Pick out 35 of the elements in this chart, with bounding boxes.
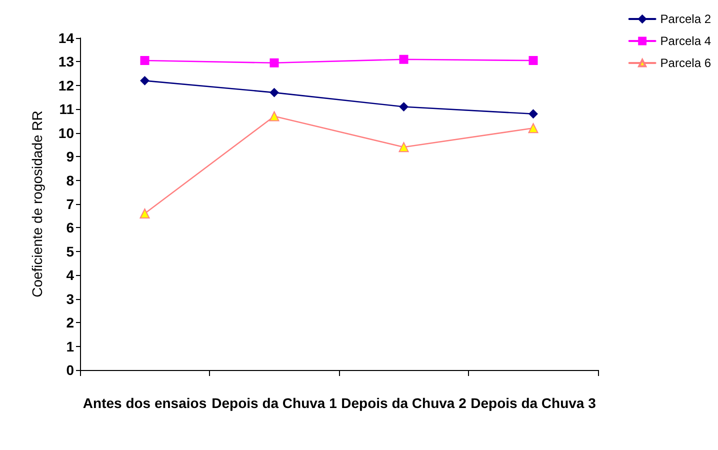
y-tick-label: 7	[66, 196, 74, 212]
point	[399, 54, 408, 64]
point	[528, 123, 538, 134]
y-tick-label: 8	[66, 172, 74, 188]
point	[140, 76, 150, 86]
y-tick-label: 0	[66, 362, 74, 378]
y-tick-label: 9	[66, 148, 74, 165]
y-tick-label: 11	[59, 101, 74, 118]
point	[398, 142, 409, 152]
x-tick-label: Depois da Chuva 2	[341, 395, 467, 411]
y-tick-label: 12	[58, 77, 74, 94]
y-tick-label: 6	[66, 220, 74, 236]
y-tick-label: 1	[66, 338, 74, 354]
legend-label: Parcela 6	[660, 56, 712, 70]
point	[270, 88, 279, 98]
point	[269, 111, 280, 122]
y-axis-title: Coeficiente de rogosidade RR	[29, 110, 45, 298]
y-tick-label: 2	[66, 314, 74, 331]
y-tick-label: 4	[66, 267, 74, 284]
x-tick-label: Depois da Chuva 1	[212, 395, 338, 411]
point	[528, 109, 538, 118]
legend-label: Parcela 2	[660, 12, 712, 26]
point	[140, 56, 150, 66]
point	[528, 56, 538, 66]
point	[270, 58, 279, 68]
y-tick-label: 14	[58, 30, 74, 46]
point	[399, 102, 408, 112]
legend-label: Parcela 4	[660, 34, 712, 48]
y-tick-label: 5	[66, 243, 74, 260]
x-tick-label: Depois da Chuva 3	[470, 395, 596, 411]
y-tick-label: 3	[66, 290, 74, 307]
point	[140, 208, 150, 218]
x-tick-label: Antes dos ensaios	[82, 395, 207, 411]
y-tick-label: 13	[58, 54, 74, 70]
y-tick-label: 10	[58, 124, 74, 141]
